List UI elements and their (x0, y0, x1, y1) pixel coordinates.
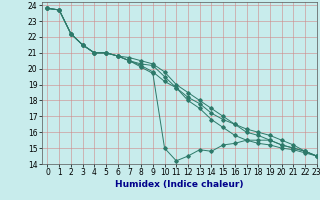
X-axis label: Humidex (Indice chaleur): Humidex (Indice chaleur) (115, 180, 244, 189)
